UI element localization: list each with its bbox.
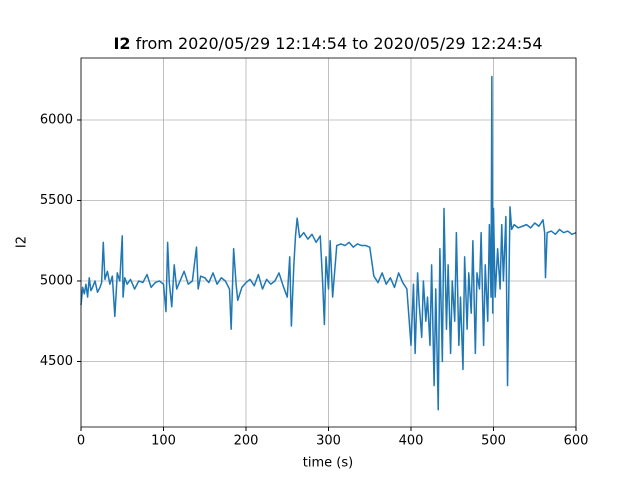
x-tick-label: 600: [564, 434, 589, 449]
x-tick-label: 100: [151, 434, 176, 449]
title-bold: I2: [113, 34, 130, 53]
plot-frame: [80, 57, 577, 428]
chart-title: I2 from 2020/05/29 12:14:54 to 2020/05/2…: [113, 34, 542, 53]
title-rest: from 2020/05/29 12:14:54 to 2020/05/29 1…: [136, 34, 543, 53]
x-tick-label: 500: [481, 434, 506, 449]
x-tick-label: 300: [316, 434, 341, 449]
y-tick-label: 4500: [40, 354, 73, 369]
y-tick-label: 5500: [40, 193, 73, 208]
y-tick-label: 6000: [40, 112, 73, 127]
x-tick-label: 200: [234, 434, 259, 449]
x-axis-label: time (s): [303, 456, 353, 471]
data-line: [80, 75, 577, 411]
x-tick-label: 0: [77, 434, 85, 449]
y-axis-label: I2: [15, 236, 30, 248]
y-tick-label: 5000: [40, 273, 73, 288]
x-tick-label: 400: [399, 434, 424, 449]
